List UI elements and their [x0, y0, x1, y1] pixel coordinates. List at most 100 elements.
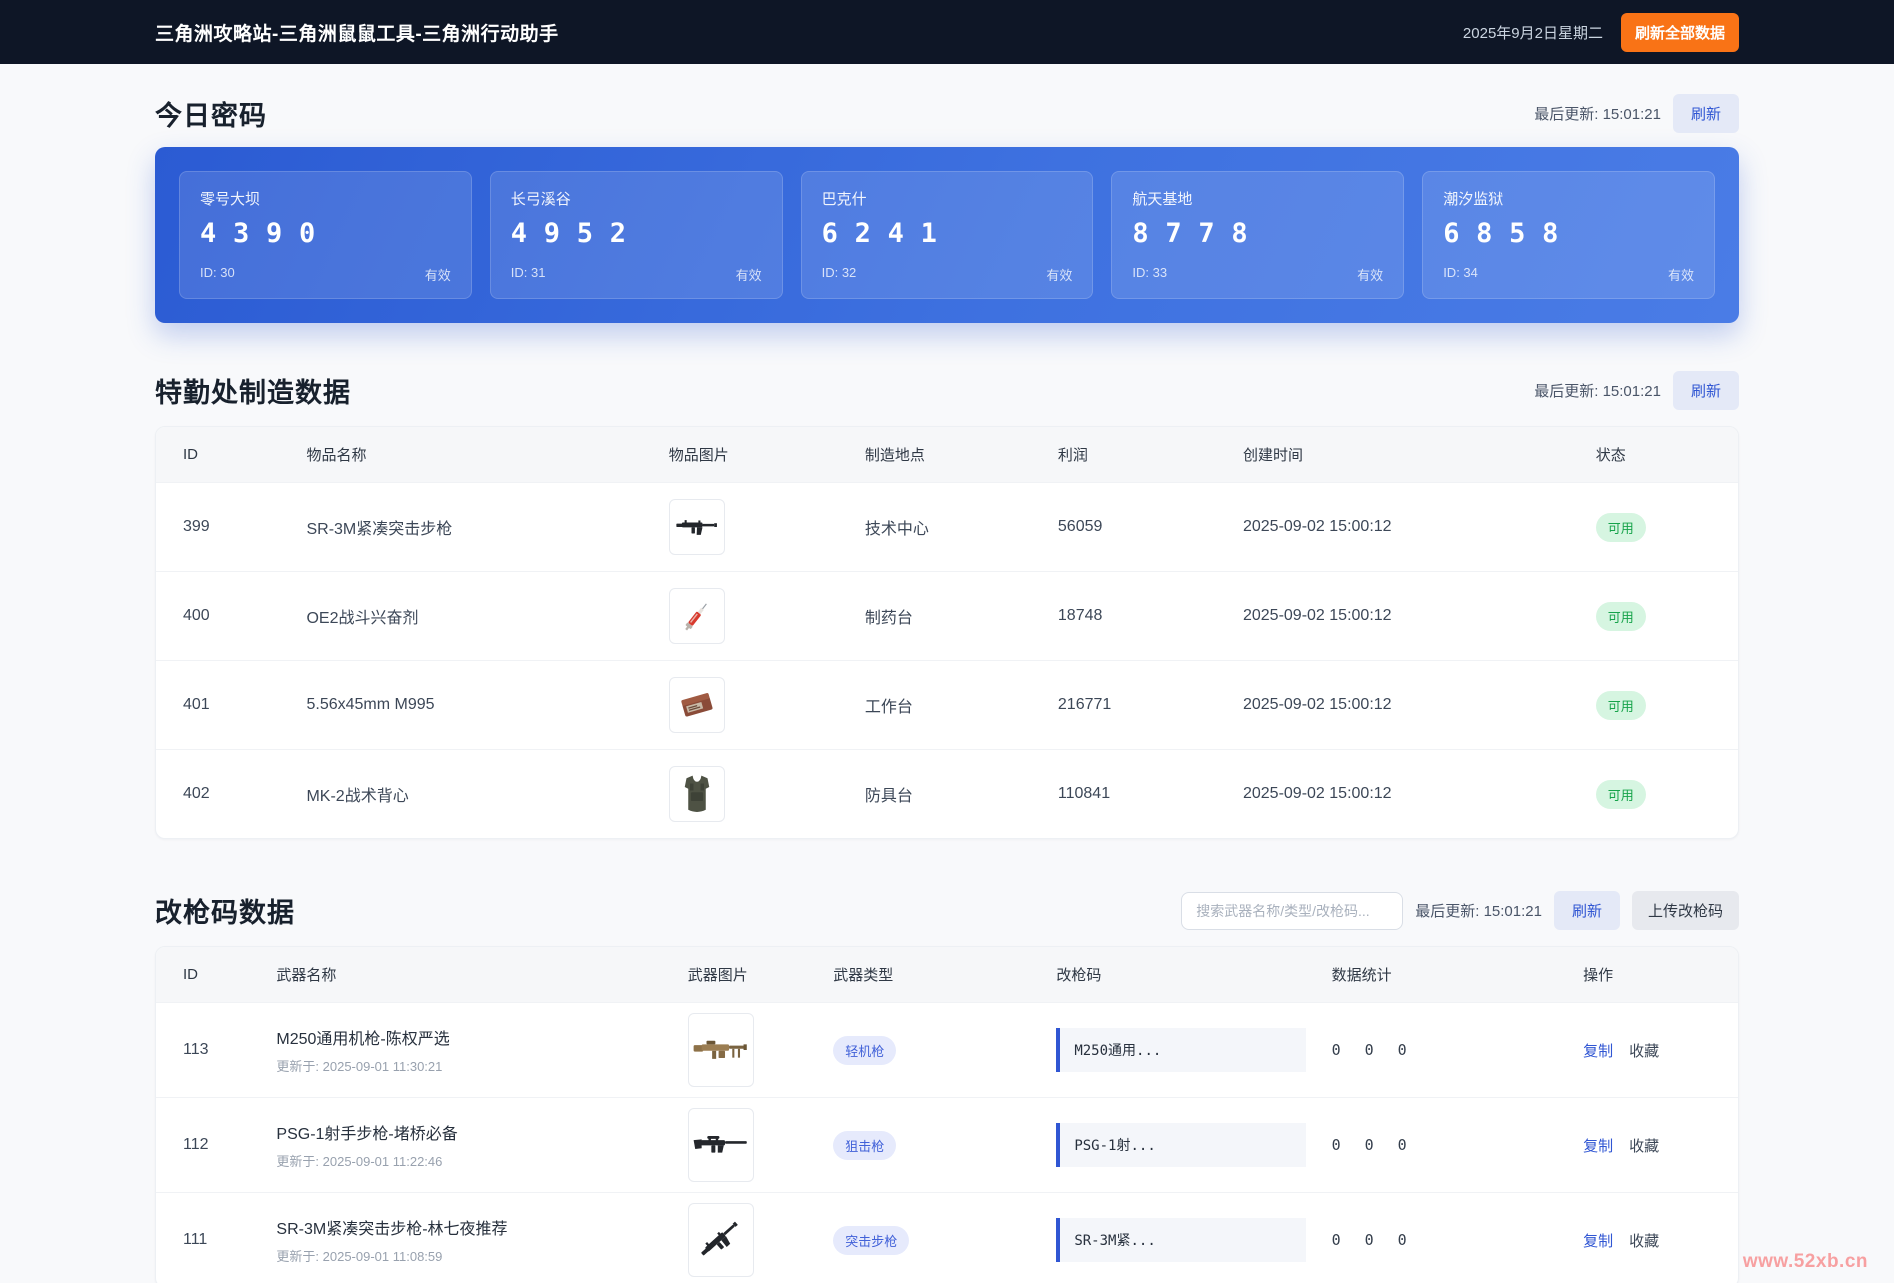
password-status: 有效 — [1357, 268, 1384, 283]
weapon-name: PSG-1射手步枪-堵桥必备 — [276, 1126, 458, 1143]
item-name: 5.56x45mm M995 — [290, 660, 653, 750]
item-id: 402 — [156, 749, 291, 838]
item-profit: 110841 — [1041, 749, 1227, 838]
item-profit: 18748 — [1041, 571, 1227, 661]
item-id: 399 — [156, 482, 291, 572]
mod-header-row: ID 武器名称 武器图片 武器类型 改枪码 数据统计 操作 — [156, 947, 1738, 1003]
mod-last-update: 最后更新: 15:01:21 — [1415, 903, 1542, 920]
favorite-button[interactable]: 收藏 — [1629, 1042, 1660, 1060]
password-id: ID: 31 — [510, 265, 546, 280]
status-badge: 可用 — [1595, 690, 1646, 720]
map-name: 零号大坝 — [200, 191, 261, 208]
password-card: 航天基地 8778 ID: 33 有效 — [1111, 171, 1405, 299]
password-card: 零号大坝 4390 ID: 30 有效 — [179, 171, 472, 299]
item-place: 制药台 — [848, 571, 1042, 661]
weapon-image — [687, 1108, 754, 1182]
copy-button[interactable]: 复制 — [1583, 1232, 1614, 1250]
item-place: 防具台 — [848, 749, 1042, 838]
password-refresh-button[interactable]: 刷新 — [1672, 94, 1739, 133]
weapon-updated: 更新于: 2025-09-01 11:22:46 — [276, 1154, 443, 1169]
password-status: 有效 — [424, 268, 451, 283]
craft-section-head: 特勤处制造数据 最后更新: 15:01:21 刷新 — [155, 371, 1739, 410]
mod-code-box[interactable]: M250通用... — [1056, 1028, 1307, 1072]
craft-table-row: 400 OE2战斗兴奋剂 制药台 18748 2025-09-02 15:00:… — [156, 571, 1738, 661]
item-created: 2025-09-02 15:00:12 — [1226, 571, 1580, 661]
weapon-id: 112 — [156, 1097, 261, 1193]
weapon-updated: 更新于: 2025-09-01 11:08:59 — [276, 1249, 443, 1264]
mod-table-card: ID 武器名称 武器图片 武器类型 改枪码 数据统计 操作 113 M250通用… — [155, 946, 1739, 1283]
item-place: 技术中心 — [848, 482, 1042, 572]
stat-value: 0 — [1397, 1231, 1407, 1249]
weapon-type-badge: 突击步枪 — [833, 1225, 910, 1255]
col-id: ID — [156, 947, 261, 1003]
weapon-stats: 0 0 0 — [1332, 1041, 1552, 1059]
stat-value: 0 — [1397, 1041, 1407, 1059]
col-created: 创建时间 — [1226, 427, 1580, 483]
map-name: 巴克什 — [821, 191, 867, 208]
item-name: SR-3M紧凑突击步枪 — [290, 482, 653, 572]
col-item-name: 物品名称 — [290, 427, 653, 483]
weapon-image — [687, 1203, 754, 1277]
mod-code-box[interactable]: SR-3M紧... — [1056, 1218, 1307, 1262]
password-section-head: 今日密码 最后更新: 15:01:21 刷新 — [155, 94, 1739, 133]
item-image — [668, 588, 725, 644]
mod-table-row: 111 SR-3M紧凑突击步枪-林七夜推荐 更新于: 2025-09-01 11… — [156, 1192, 1738, 1283]
password-card: 巴克什 6241 ID: 32 有效 — [800, 171, 1094, 299]
status-badge: 可用 — [1595, 512, 1646, 542]
password-card: 长弓溪谷 4952 ID: 31 有效 — [489, 171, 783, 299]
col-status: 状态 — [1579, 427, 1738, 483]
weapon-stats: 0 0 0 — [1332, 1231, 1552, 1249]
favorite-button[interactable]: 收藏 — [1629, 1137, 1660, 1155]
password-status: 有效 — [735, 268, 762, 283]
col-profit: 利润 — [1041, 427, 1227, 483]
mod-table-row: 113 M250通用机枪-陈权严选 更新于: 2025-09-01 11:30:… — [156, 1002, 1738, 1098]
favorite-button[interactable]: 收藏 — [1629, 1232, 1660, 1250]
mod-table: ID 武器名称 武器图片 武器类型 改枪码 数据统计 操作 113 M250通用… — [156, 947, 1738, 1283]
weapon-name: SR-3M紧凑突击步枪-林七夜推荐 — [276, 1221, 508, 1238]
status-badge: 可用 — [1595, 779, 1646, 809]
craft-last-update: 最后更新: 15:01:21 — [1534, 383, 1661, 400]
weapon-type-badge: 狙击枪 — [833, 1130, 897, 1160]
item-profit: 56059 — [1041, 482, 1227, 572]
password-status: 有效 — [1667, 268, 1694, 283]
item-id: 401 — [156, 660, 291, 750]
item-id: 400 — [156, 571, 291, 661]
mod-section-head: 改枪码数据 最后更新: 15:01:21 刷新 上传改枪码 — [155, 891, 1739, 930]
search-input[interactable] — [1181, 891, 1404, 930]
weapon-updated: 更新于: 2025-09-01 11:30:21 — [276, 1059, 443, 1074]
password-code: 4390 — [200, 218, 332, 249]
stat-value: 0 — [1331, 1136, 1341, 1154]
craft-table: ID 物品名称 物品图片 制造地点 利润 创建时间 状态 399 SR-3M紧凑… — [156, 427, 1738, 838]
stat-value: 0 — [1364, 1136, 1374, 1154]
mod-code-box[interactable]: PSG-1射... — [1056, 1123, 1307, 1167]
password-code: 8778 — [1132, 218, 1265, 249]
password-panel: 零号大坝 4390 ID: 30 有效 长弓溪谷 4952 ID: 31 有效 … — [155, 147, 1739, 323]
map-name: 航天基地 — [1132, 191, 1193, 208]
craft-refresh-button[interactable]: 刷新 — [1672, 371, 1739, 410]
refresh-all-button[interactable]: 刷新全部数据 — [1620, 12, 1739, 52]
site-title: 三角洲攻略站-三角洲鼠鼠工具-三角洲行动助手 — [155, 23, 559, 45]
upload-code-button[interactable]: 上传改枪码 — [1631, 891, 1739, 930]
stat-value: 0 — [1331, 1041, 1341, 1059]
weapon-id: 111 — [156, 1192, 261, 1283]
password-card: 潮汐监狱 6858 ID: 34 有效 — [1422, 171, 1715, 299]
item-place: 工作台 — [848, 660, 1042, 750]
col-weapon-name: 武器名称 — [260, 947, 672, 1003]
status-badge: 可用 — [1595, 601, 1646, 631]
col-id: ID — [156, 427, 291, 483]
password-id: ID: 30 — [200, 265, 235, 280]
item-created: 2025-09-02 15:00:12 — [1226, 660, 1580, 750]
copy-button[interactable]: 复制 — [1583, 1137, 1614, 1155]
mod-refresh-button[interactable]: 刷新 — [1553, 891, 1620, 930]
weapon-type-badge: 轻机枪 — [833, 1035, 897, 1065]
craft-header-row: ID 物品名称 物品图片 制造地点 利润 创建时间 状态 — [156, 427, 1738, 483]
password-id: ID: 33 — [1132, 265, 1168, 280]
item-name: OE2战斗兴奋剂 — [290, 571, 653, 661]
map-name: 潮汐监狱 — [1443, 191, 1504, 208]
col-item-image: 物品图片 — [652, 427, 849, 483]
main-content: 今日密码 最后更新: 15:01:21 刷新 零号大坝 4390 ID: 30 … — [155, 94, 1739, 1283]
map-name: 长弓溪谷 — [510, 191, 571, 208]
mod-table-row: 112 PSG-1射手步枪-堵桥必备 更新于: 2025-09-01 11:22… — [156, 1097, 1738, 1193]
col-stats: 数据统计 — [1315, 947, 1568, 1003]
copy-button[interactable]: 复制 — [1583, 1042, 1614, 1060]
